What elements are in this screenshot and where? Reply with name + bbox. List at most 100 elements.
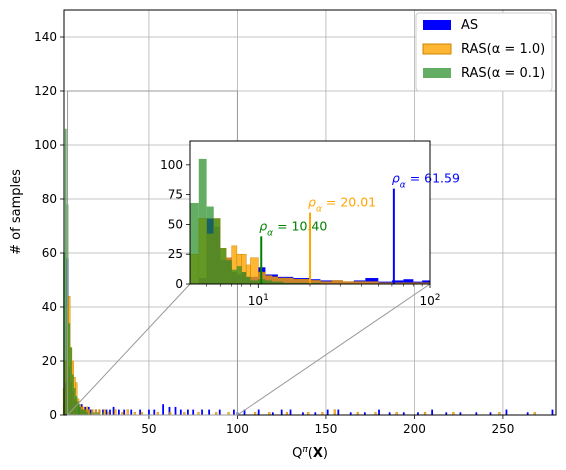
legend-swatch-ras-01 — [423, 68, 451, 78]
bar-as-68 — [179, 409, 182, 415]
inset-x-tick-label-100: 102 — [419, 293, 440, 308]
x-tick-label-200: 200 — [403, 422, 426, 436]
inset-bar-ras01-4 — [220, 248, 227, 284]
bar-as-243 — [489, 412, 492, 415]
bar-as-130 — [289, 409, 292, 415]
y-axis-label: # of samples — [9, 169, 24, 255]
x-tick-label-50: 50 — [141, 422, 156, 436]
inset-bar-ras1-20 — [332, 280, 343, 285]
inset-bar-ras01-8 — [241, 272, 247, 284]
inset-marker-label-ras01: ρα = 10.40 — [259, 218, 327, 238]
bar-as-194 — [402, 412, 405, 415]
y-tick-label-80: 80 — [42, 192, 57, 206]
bar-as-186 — [388, 412, 391, 415]
inset-bar-ras01-18 — [310, 282, 321, 284]
bar-ras1-16 — [87, 409, 90, 416]
bar-as-157 — [337, 409, 340, 415]
inset-bar-ras01-12 — [265, 280, 272, 284]
inset-bar-ras01-13 — [271, 281, 278, 284]
bar-as-202 — [417, 412, 419, 415]
bar-as-30 — [112, 406, 115, 415]
bar-as-53 — [153, 409, 156, 415]
bar-as-58 — [162, 404, 164, 415]
bar-ras01-21 — [96, 412, 99, 415]
inset-bar-as-26 — [403, 279, 414, 284]
legend-label-ras-1: RAS(α = 1.0) — [461, 42, 545, 57]
inset-marker-label-as: ρα = 61.59 — [392, 171, 460, 191]
bar-as-226 — [459, 412, 462, 415]
inset-bar-ras01-17 — [302, 282, 310, 284]
bar-as-264 — [526, 412, 529, 415]
x-tick-label-250: 250 — [491, 422, 514, 436]
bar-ras01-3 — [64, 128, 67, 416]
bar-as-80 — [201, 409, 203, 415]
bar-as-112 — [257, 409, 260, 415]
inset-chart: ρα = 10.40 ρα = 20.01 ρα = 61.59 0 25 50 75 100… — [160, 140, 460, 308]
legend-swatch-as — [423, 20, 451, 30]
inset-bar-ras01-0 — [190, 202, 199, 284]
bar-as-180 — [378, 409, 380, 415]
inset-bar-as-23 — [365, 278, 379, 284]
bar-ras1-25 — [103, 409, 106, 416]
x-tick-label-100: 100 — [226, 422, 249, 436]
inset-bar-ras01-7 — [236, 266, 242, 284]
inset-bar-ras01-16 — [293, 282, 303, 284]
inset-marker-label-ras1: ρα = 20.01 — [308, 195, 376, 215]
inset-y-tick-label-0: 0 — [175, 277, 183, 291]
inset-bar-ras01-1 — [198, 158, 207, 284]
y-tick-label-140: 140 — [34, 30, 57, 44]
bar-as-164 — [349, 412, 352, 415]
bar-as-33 — [117, 409, 120, 415]
bar-ras01-8 — [73, 388, 76, 415]
legend-swatch-ras-1 — [422, 43, 452, 55]
bar-as-104 — [243, 409, 246, 415]
inset-bar-ras1-10 — [250, 257, 259, 285]
legend-label-as: AS — [461, 18, 478, 33]
inset-bar-as-28 — [422, 280, 430, 284]
bar-as-210 — [431, 409, 433, 415]
bar-as-144 — [314, 412, 317, 415]
bar-ras01-14 — [84, 409, 87, 415]
bar-as-72 — [187, 409, 189, 415]
legend: AS RAS(α = 1.0) RAS(α = 0.1) — [415, 12, 553, 92]
x-tick-label-150: 150 — [314, 422, 337, 436]
bar-ras01-15 — [86, 412, 88, 415]
inset-x-tick-label-10: 101 — [248, 293, 269, 308]
inset-y-tick-label-50: 50 — [168, 217, 183, 231]
bar-ras1-22 — [98, 409, 101, 416]
inset-bar-ras01-3 — [213, 218, 221, 284]
legend-label-ras-01: RAS(α = 0.1) — [461, 66, 545, 81]
bar-ras1-155 — [333, 409, 336, 416]
bar-as-125 — [280, 409, 283, 415]
bar-as-218 — [445, 412, 448, 415]
inset-y-tick-label-25: 25 — [168, 247, 183, 261]
bar-as-235 — [475, 412, 478, 415]
bar-as-98 — [233, 409, 235, 415]
bar-as-278 — [551, 409, 554, 415]
main-plot-frame — [63, 9, 557, 416]
bar-ras01-6 — [70, 347, 72, 415]
y-tick-label-60: 60 — [42, 246, 57, 260]
inset-bar-ras01-6 — [231, 269, 237, 284]
bar-ras01-7 — [71, 374, 74, 415]
bar-as-50 — [148, 409, 150, 415]
bar-as-61.59 — [168, 406, 171, 415]
bar-ras01-10.4 — [77, 404, 80, 415]
inset-y-tick-label-75: 75 — [168, 188, 183, 202]
bar-as-120 — [271, 412, 274, 415]
inset-bar-ras01-2 — [206, 206, 214, 284]
bar-ras01-5 — [68, 323, 71, 415]
x-axis-label: Qπ(X) — [292, 445, 328, 461]
y-tick-label-20: 20 — [42, 354, 57, 368]
bar-as-28 — [109, 409, 111, 415]
inset-bar-ras01-15 — [283, 282, 294, 284]
bar-as-172 — [363, 412, 366, 415]
bar-ras01-19 — [93, 412, 95, 415]
bar-as-65 — [174, 406, 177, 415]
bar-ras1-38 — [126, 409, 129, 416]
bar-as-26 — [105, 409, 108, 415]
y-tick-label-120: 120 — [34, 84, 57, 98]
bar-as-84 — [208, 409, 211, 415]
bar-ras1-31 — [114, 409, 117, 416]
